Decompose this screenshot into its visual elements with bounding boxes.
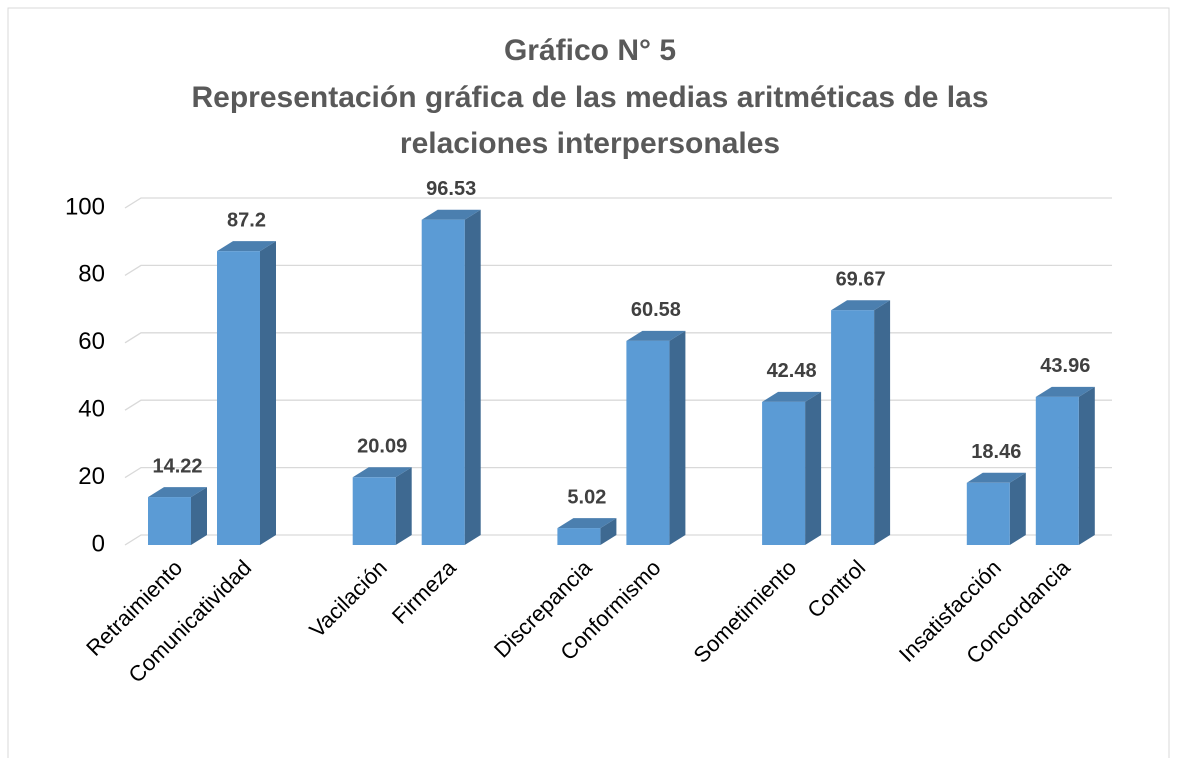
chart-title: Representación gráfica de las medias ari…: [191, 81, 988, 114]
y-tick-label: 80: [78, 261, 105, 288]
y-tick-label: 0: [92, 530, 105, 557]
bar-top: [557, 518, 617, 529]
bar-front: [217, 251, 260, 546]
chart-border: [7, 7, 1170, 758]
bar-side: [600, 518, 617, 545]
y-tick-label: 100: [65, 193, 105, 220]
value-label: 5.02: [567, 486, 606, 508]
bar-side: [874, 300, 891, 545]
grid-line: [124, 264, 1112, 276]
value-label: 60.58: [631, 299, 681, 321]
bar: [1035, 386, 1095, 545]
value-label: 43.96: [1040, 355, 1090, 377]
bar: [352, 467, 412, 545]
bar-side: [1078, 386, 1095, 545]
bar: [557, 518, 617, 545]
bar-top: [148, 487, 207, 498]
value-label: 96.53: [426, 178, 476, 200]
bar-top: [966, 472, 1026, 483]
bar: [626, 330, 686, 545]
bar-side: [805, 391, 822, 545]
bar-top: [421, 209, 481, 220]
bar-top: [352, 467, 412, 478]
bar-top: [762, 391, 822, 402]
y-tick-label: 20: [78, 463, 105, 490]
bar-side: [1009, 472, 1026, 545]
bar-side: [395, 467, 412, 545]
bar: [966, 472, 1026, 545]
bar-front: [626, 340, 670, 545]
chart-title: relaciones interpersonales: [400, 127, 780, 160]
bar: [148, 487, 207, 545]
y-tick-label: 40: [78, 396, 105, 423]
bar-front: [831, 310, 875, 545]
value-label: 69.67: [836, 268, 886, 290]
bar-top: [626, 330, 686, 341]
bar-top: [831, 300, 891, 311]
bar-side: [260, 241, 276, 546]
bar-front: [1035, 396, 1079, 545]
value-label: 18.46: [971, 441, 1021, 463]
bar-side: [669, 330, 686, 545]
grid-line: [124, 197, 1112, 209]
grid-line: [124, 332, 1112, 344]
bar-side: [464, 209, 481, 545]
y-tick-label: 60: [78, 328, 105, 355]
value-label: 20.09: [357, 436, 407, 458]
bar-front: [762, 401, 806, 545]
bar: [831, 300, 891, 545]
bar-front: [421, 219, 465, 545]
bar-front: [557, 528, 601, 545]
value-label: 14.22: [152, 455, 202, 477]
bar-top: [1035, 386, 1095, 397]
bar-front: [966, 482, 1010, 545]
bar-side: [191, 487, 207, 545]
bar: [421, 209, 481, 545]
bar-front: [148, 497, 191, 545]
value-label: 42.48: [767, 360, 817, 382]
bar: [762, 391, 822, 545]
value-label: 87.2: [227, 209, 266, 231]
bar-front: [352, 477, 396, 545]
bar: [217, 241, 276, 546]
chart-title: Gráfico N° 5: [504, 34, 676, 67]
bar-top: [217, 241, 276, 252]
